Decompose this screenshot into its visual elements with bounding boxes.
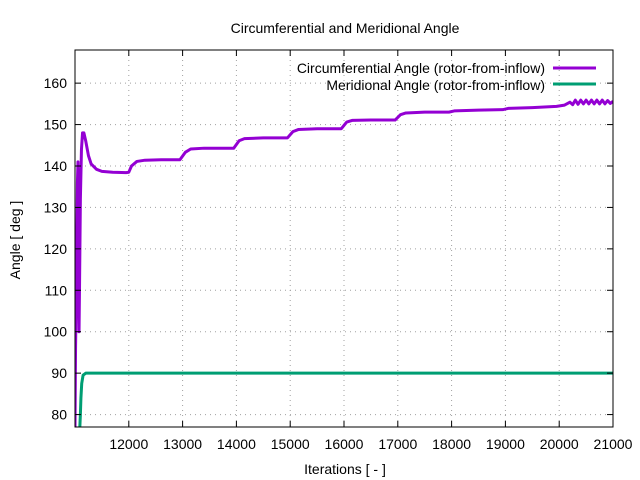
series-line-meridional bbox=[78, 371, 613, 427]
y-tick-label: 80 bbox=[51, 407, 67, 423]
y-tick-label: 120 bbox=[44, 241, 68, 257]
x-axis-label: Iterations [ - ] bbox=[304, 461, 386, 477]
legend-label-meridional: Meridional Angle (rotor-from-inflow) bbox=[326, 77, 545, 93]
series-layer bbox=[75, 98, 613, 427]
x-tick-label: 21000 bbox=[594, 436, 633, 452]
y-tick-label: 130 bbox=[44, 199, 68, 215]
x-tick-label: 13000 bbox=[163, 436, 202, 452]
y-tick-label: 90 bbox=[51, 365, 67, 381]
y-tick-label: 110 bbox=[45, 282, 68, 298]
x-tick-label: 20000 bbox=[540, 436, 579, 452]
axis-ticks bbox=[75, 50, 614, 427]
legend-label-circumferential: Circumferential Angle (rotor-from-inflow… bbox=[297, 60, 545, 76]
chart-title: Circumferential and Meridional Angle bbox=[231, 20, 460, 36]
legend: Circumferential Angle (rotor-from-inflow… bbox=[297, 60, 596, 93]
y-tick-label: 150 bbox=[44, 117, 68, 133]
x-tick-label: 15000 bbox=[271, 436, 310, 452]
y-tick-label: 160 bbox=[44, 75, 68, 91]
y-axis-label: Angle [ deg ] bbox=[7, 201, 23, 280]
x-tick-label: 17000 bbox=[378, 436, 417, 452]
y-tick-label: 100 bbox=[44, 324, 68, 340]
x-tick-label: 18000 bbox=[432, 436, 471, 452]
y-tick-label: 140 bbox=[44, 158, 68, 174]
x-tick-label: 12000 bbox=[109, 436, 148, 452]
tick-labels: 12000 13000 14000 15000 16000 17000 18000 19000… bbox=[44, 75, 633, 452]
x-tick-label: 16000 bbox=[325, 436, 364, 452]
x-tick-label: 14000 bbox=[217, 436, 256, 452]
series-line-circumferential bbox=[75, 98, 613, 427]
x-tick-label: 19000 bbox=[486, 436, 525, 452]
